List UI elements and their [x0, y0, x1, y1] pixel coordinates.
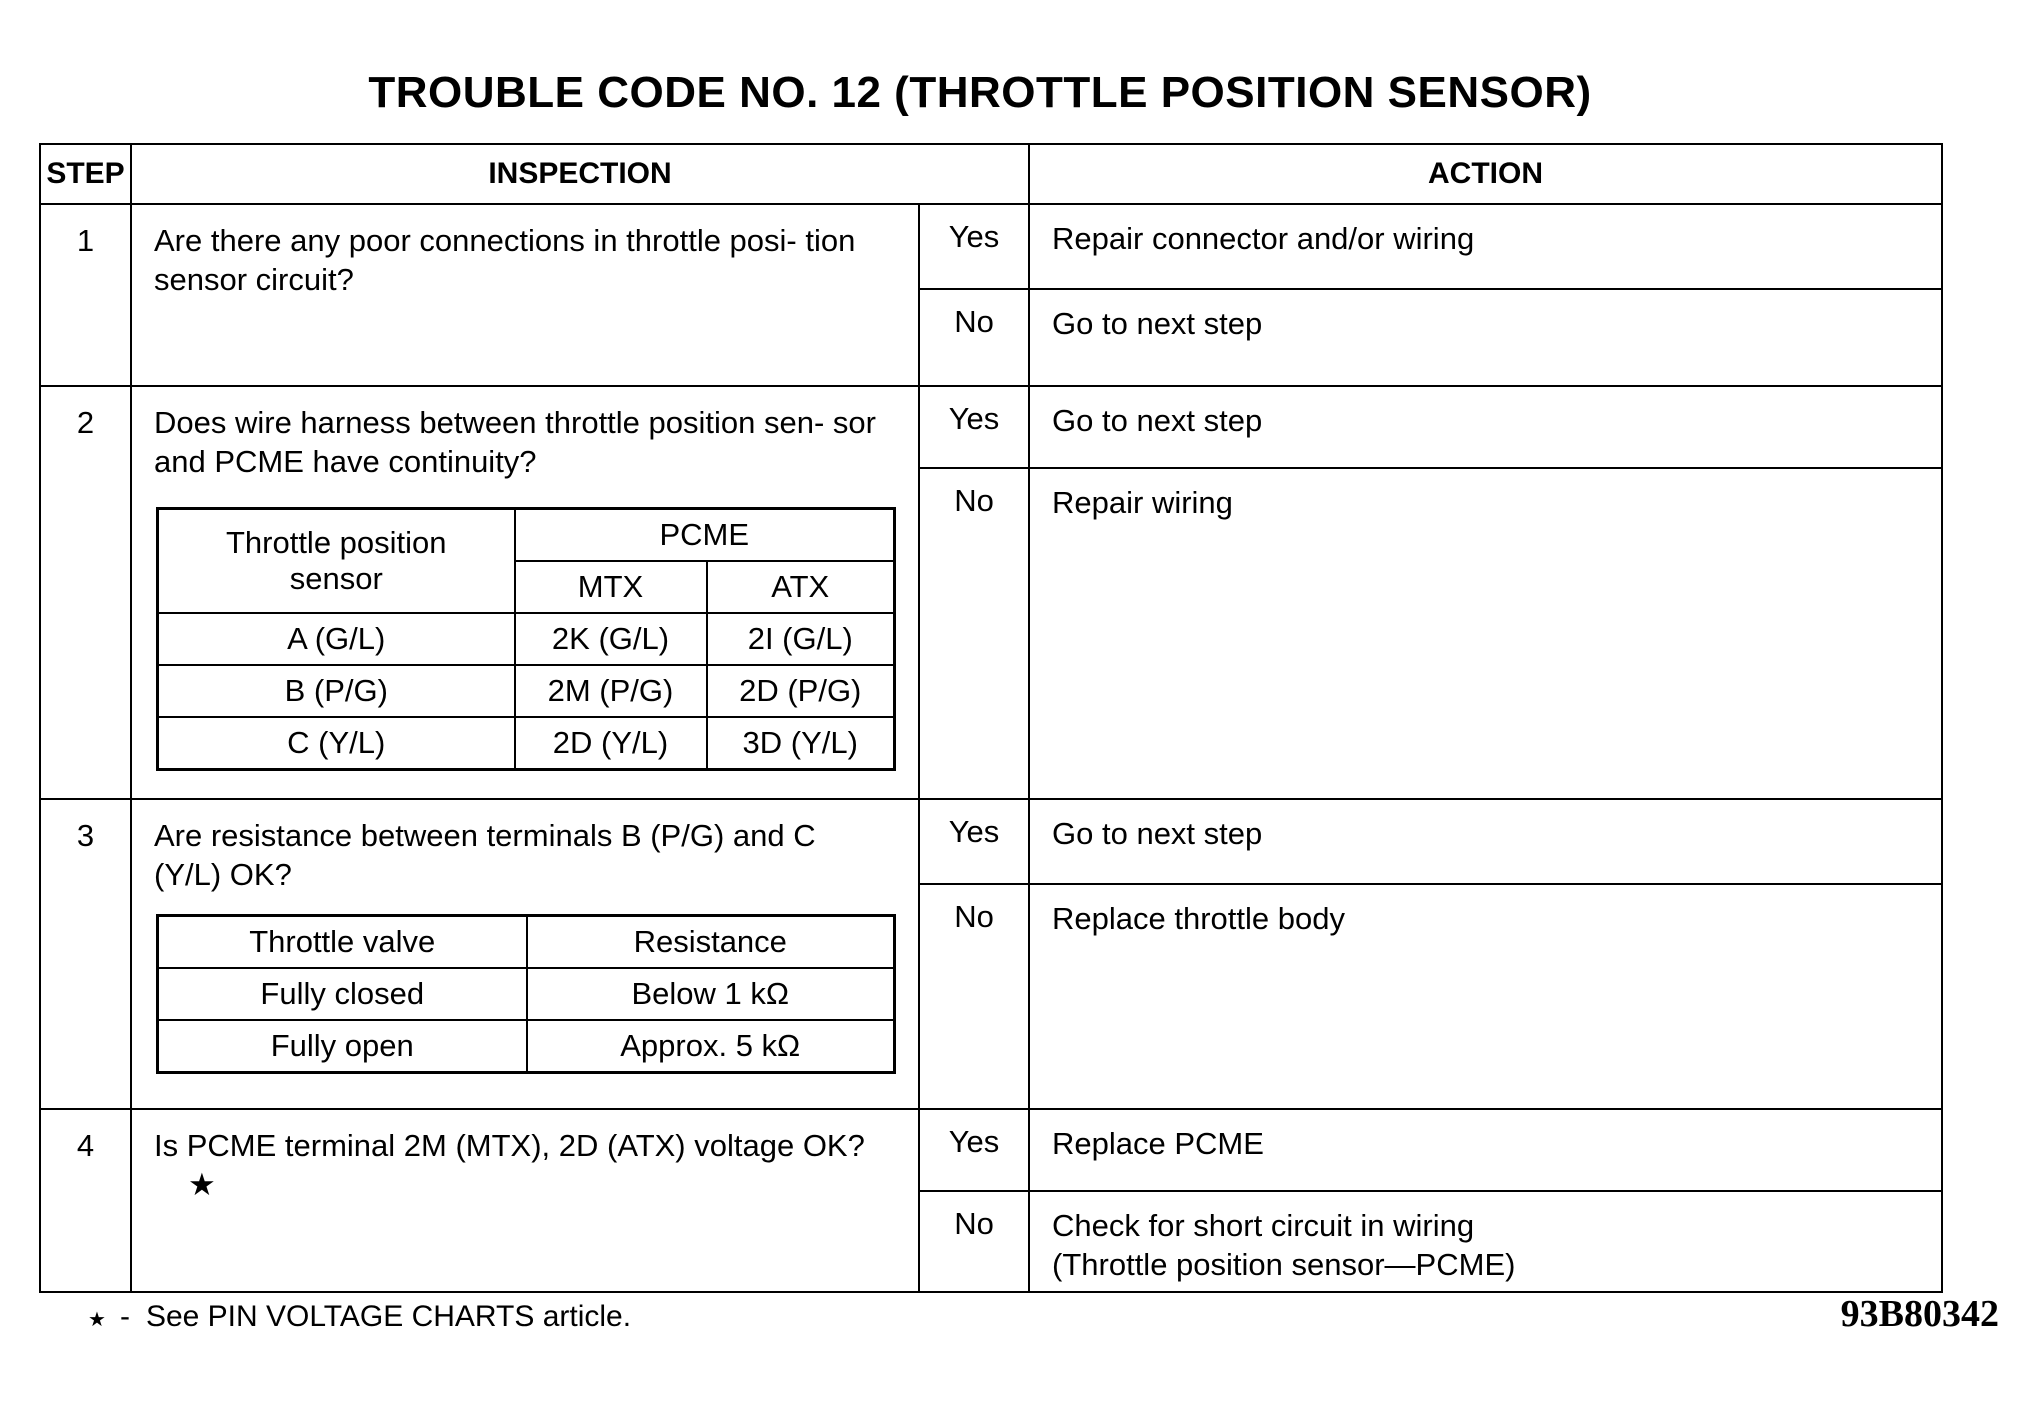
yes-label: Yes [917, 385, 1031, 469]
table-row: No Replace throttle body [40, 883, 1943, 1110]
figure-code: 93B80342 [1840, 1293, 1999, 1335]
no-action: Go to next step [1028, 288, 1943, 387]
header-atx: ATX [705, 560, 896, 614]
no-action-line2: (Throttle position sensor—PCME) [1052, 1247, 1516, 1282]
no-action-line1: Check for short circuit in wiring [1052, 1208, 1475, 1243]
resistance-table: Throttle valve Resistance Fully closed B… [156, 914, 896, 1074]
step-number: 2 [39, 385, 132, 800]
no-action: Replace throttle body [1028, 883, 1943, 1110]
mtx-terminal: 2D (Y/L) [513, 716, 708, 771]
yes-action: Go to next step [1028, 385, 1943, 469]
yes-action: Repair connector and/or wiring [1028, 203, 1943, 290]
atx-terminal: 2I (G/L) [705, 612, 896, 666]
yes-action: Go to next step [1028, 798, 1943, 885]
header-valve: Throttle valve [156, 914, 528, 969]
no-label: No [917, 1190, 1031, 1293]
inspection-text: Are resistance between terminals B (P/G)… [154, 818, 816, 892]
atx-terminal: 2D (P/G) [705, 664, 896, 718]
resistance-value: Approx. 5 kΩ [525, 1019, 896, 1074]
valve-state: Fully open [156, 1019, 528, 1074]
resistance-value: Below 1 kΩ [525, 967, 896, 1021]
no-action: Check for short circuit in wiring (Throt… [1028, 1190, 1943, 1293]
table-row: C (Y/L) 2D (Y/L) 3D (Y/L) [156, 716, 896, 771]
no-label: No [917, 467, 1031, 800]
table-row: 3 Are resistance between terminals B (P/… [39, 798, 1943, 1110]
table-row: Fully closed Below 1 kΩ [156, 967, 896, 1021]
sensor-terminal: C (Y/L) [156, 716, 516, 771]
table-row: Fully open Approx. 5 kΩ [156, 1019, 896, 1074]
table-row: No Check for short circuit in wiring (Th… [40, 1190, 1943, 1293]
inspection-cell: Is PCME terminal 2M (MTX), 2D (ATX) volt… [130, 1108, 920, 1293]
table-header-row: STEP INSPECTION ACTION [39, 143, 1943, 205]
mtx-terminal: 2K (G/L) [513, 612, 708, 666]
footnote: ★ - See PIN VOLTAGE CHARTS article. [88, 1300, 631, 1334]
table-row: No Go to next step [40, 288, 1943, 387]
header-sensor: Throttle position sensor [156, 507, 516, 614]
step-number: 3 [39, 798, 132, 1110]
header-mtx: MTX [513, 560, 708, 614]
header-step: STEP [39, 143, 132, 205]
table-row: 4 Is PCME terminal 2M (MTX), 2D (ATX) vo… [39, 1108, 1943, 1293]
star-icon: ★ [188, 1167, 216, 1202]
header-inspection: INSPECTION [129, 143, 1031, 205]
valve-state: Fully closed [156, 967, 528, 1021]
inspection-text: Is PCME terminal 2M (MTX), 2D (ATX) volt… [154, 1128, 865, 1163]
table-row: 2 Does wire harness between throttle pos… [39, 385, 1943, 800]
star-icon: ★ [88, 1309, 106, 1331]
table-row: A (G/L) 2K (G/L) 2I (G/L) [156, 612, 896, 666]
no-label: No [917, 288, 1031, 387]
step-number: 4 [39, 1108, 132, 1293]
inspection-cell: Are resistance between terminals B (P/G)… [130, 798, 920, 1110]
yes-action: Replace PCME [1028, 1108, 1943, 1192]
yes-label: Yes [917, 1108, 1031, 1192]
header-action: ACTION [1028, 143, 1943, 205]
no-label: No [917, 883, 1031, 1110]
sensor-terminal: B (P/G) [156, 664, 516, 718]
yes-label: Yes [917, 798, 1031, 885]
footnote-text: See PIN VOLTAGE CHARTS article. [145, 1300, 632, 1333]
trouble-code-table: STEP INSPECTION ACTION 1 Are there any p… [39, 143, 1943, 1293]
continuity-table: Throttle position sensor PCME MTX ATX A … [156, 507, 896, 771]
atx-terminal: 3D (Y/L) [705, 716, 896, 771]
table-row: 1 Are there any poor connections in thro… [39, 203, 1943, 387]
no-action: Repair wiring [1028, 467, 1943, 800]
page-title: TROUBLE CODE NO. 12 (THROTTLE POSITION S… [368, 68, 1592, 117]
sensor-terminal: A (G/L) [156, 612, 516, 666]
footnote-dash: - [119, 1300, 130, 1333]
header-pcme: PCME [513, 507, 896, 562]
header-resistance: Resistance [525, 914, 896, 969]
inspection-text: Does wire harness between throttle posit… [154, 405, 876, 479]
inspection-text: Are there any poor connections in thrott… [130, 203, 920, 387]
table-row: B (P/G) 2M (P/G) 2D (P/G) [156, 664, 896, 718]
step-number: 1 [39, 203, 132, 387]
yes-label: Yes [917, 203, 1031, 290]
inspection-cell: Does wire harness between throttle posit… [130, 385, 920, 800]
mtx-terminal: 2M (P/G) [513, 664, 708, 718]
table-row: No Repair wiring [40, 467, 1943, 800]
